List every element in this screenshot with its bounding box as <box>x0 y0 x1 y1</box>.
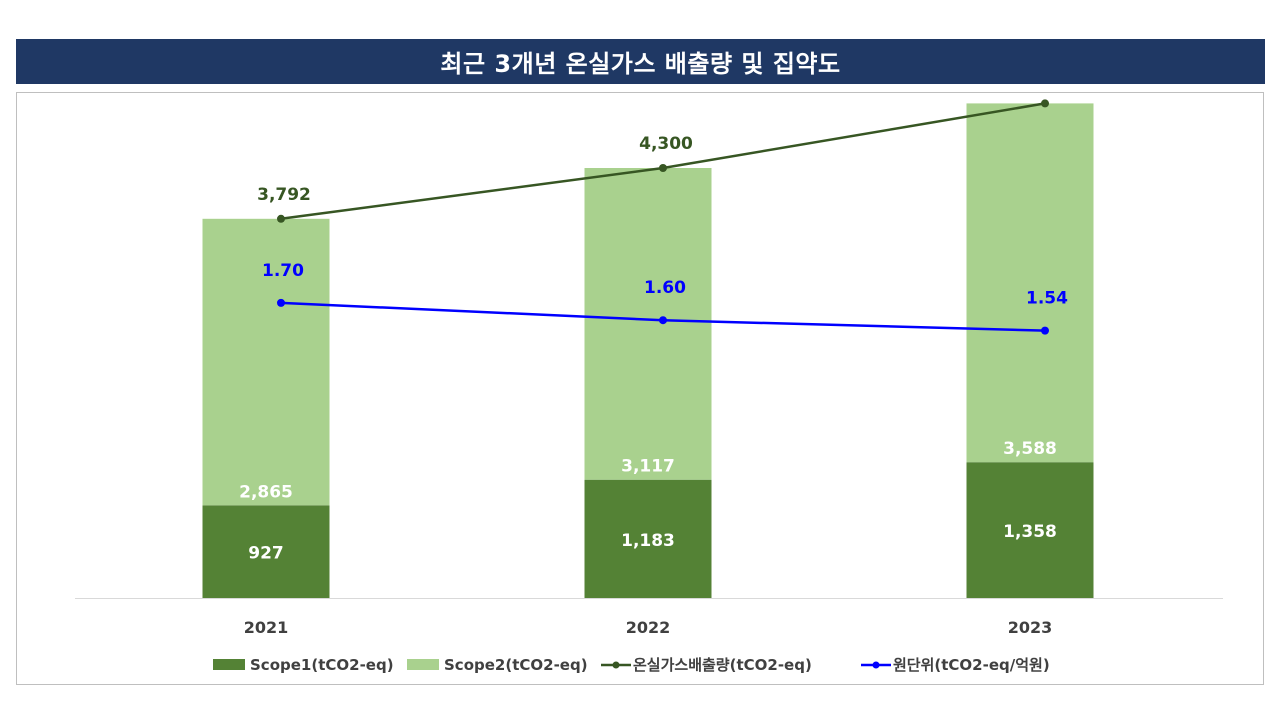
x-tick-label-2023: 2023 <box>1008 618 1053 637</box>
scope2-label-2021: 2,865 <box>239 482 293 502</box>
total-emission-point-2021 <box>277 214 285 223</box>
scope1-label-2022: 1,183 <box>621 531 675 551</box>
scope1-bar-2022 <box>584 479 712 598</box>
intensity-label-2021: 1.70 <box>262 261 304 281</box>
intensity-point-2023 <box>1041 326 1049 335</box>
scope1-bar-2021 <box>202 505 330 598</box>
total-emission-point-2022 <box>659 164 667 172</box>
intensity-label-2022: 1.60 <box>644 278 686 298</box>
stacked-bar-line-chart: 9272,8651,1833,1171,3583,5883,7924,3004,… <box>75 99 1223 674</box>
scope1-label-2023: 1,358 <box>1003 522 1057 542</box>
total-emission-point-2023 <box>1041 99 1049 108</box>
scope1-bar-2023 <box>966 462 1094 598</box>
scope2-label-2023: 3,588 <box>1003 439 1057 459</box>
legend-scope1-label: Scope1(tCO2-eq) <box>250 656 394 674</box>
intensity-point-2021 <box>277 298 285 307</box>
intensity-label-2023: 1.54 <box>1026 289 1068 309</box>
legend-scope2-swatch <box>407 659 439 670</box>
legend-total-label: 온실가스배출량(tCO2-eq) <box>633 656 812 674</box>
scope2-bar-2023 <box>966 103 1094 463</box>
scope2-label-2022: 3,117 <box>621 457 675 477</box>
legend-intensity-label: 원단위(tCO2-eq/억원) <box>893 656 1050 674</box>
legend-scope2-label: Scope2(tCO2-eq) <box>444 656 588 674</box>
scope2-bar-2021 <box>202 218 330 506</box>
total-emission-label-2022: 4,300 <box>639 134 693 154</box>
x-tick-label-2021: 2021 <box>244 618 289 637</box>
chart-frame: 9272,8651,1833,1171,3583,5883,7924,3004,… <box>16 92 1264 685</box>
legend-intensity-marker <box>872 661 880 669</box>
intensity-point-2022 <box>659 316 667 325</box>
legend-scope1-swatch <box>213 659 245 670</box>
scope1-label-2021: 927 <box>248 544 284 564</box>
total-emission-label-2021: 3,792 <box>257 185 311 205</box>
legend-total-marker <box>612 661 620 669</box>
scope2-bar-2022 <box>584 168 712 480</box>
x-tick-label-2022: 2022 <box>626 618 671 637</box>
chart-title: 최근 3개년 온실가스 배출량 및 집약도 <box>16 39 1265 84</box>
